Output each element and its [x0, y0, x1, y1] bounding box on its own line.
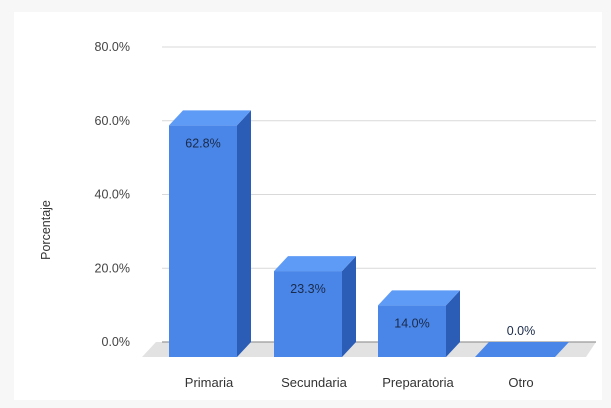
data-label: 0.0% [507, 324, 536, 338]
x-category-label: Secundaria [281, 375, 348, 390]
y-tick-label: 40.0% [95, 188, 130, 202]
data-label: 23.3% [290, 282, 325, 296]
x-category-label: Otro [508, 375, 533, 390]
bar-front [169, 125, 237, 357]
y-tick-label: 0.0% [102, 335, 131, 349]
bar-front [378, 305, 446, 357]
bar-side [237, 110, 251, 357]
bar-chart: 0.0% 20.0% 40.0% 60.0% 80.0% 62.8% 23.3% 14.0%… [39, 40, 596, 390]
y-tick-label: 80.0% [95, 40, 130, 54]
data-label: 14.0% [394, 316, 429, 330]
y-tick-label: 20.0% [95, 261, 130, 275]
bar-side [446, 290, 460, 357]
bar-top [475, 342, 569, 357]
x-category-label: Primaria [185, 375, 234, 390]
y-axis-label: Porcentaje [39, 200, 53, 260]
bar [378, 290, 460, 357]
data-label: 62.8% [185, 136, 220, 150]
bar-top [274, 256, 356, 272]
bar-top [169, 110, 251, 126]
bar [169, 110, 251, 357]
bar-side [342, 256, 356, 357]
y-tick-label: 60.0% [95, 114, 130, 128]
bar [274, 256, 356, 357]
chart-card: 0.0% 20.0% 40.0% 60.0% 80.0% 62.8% 23.3% 14.0%… [14, 12, 602, 400]
bar-front [274, 271, 342, 357]
bar [475, 342, 569, 357]
x-category-label: Preparatoria [382, 375, 454, 390]
bar-top [378, 290, 460, 306]
